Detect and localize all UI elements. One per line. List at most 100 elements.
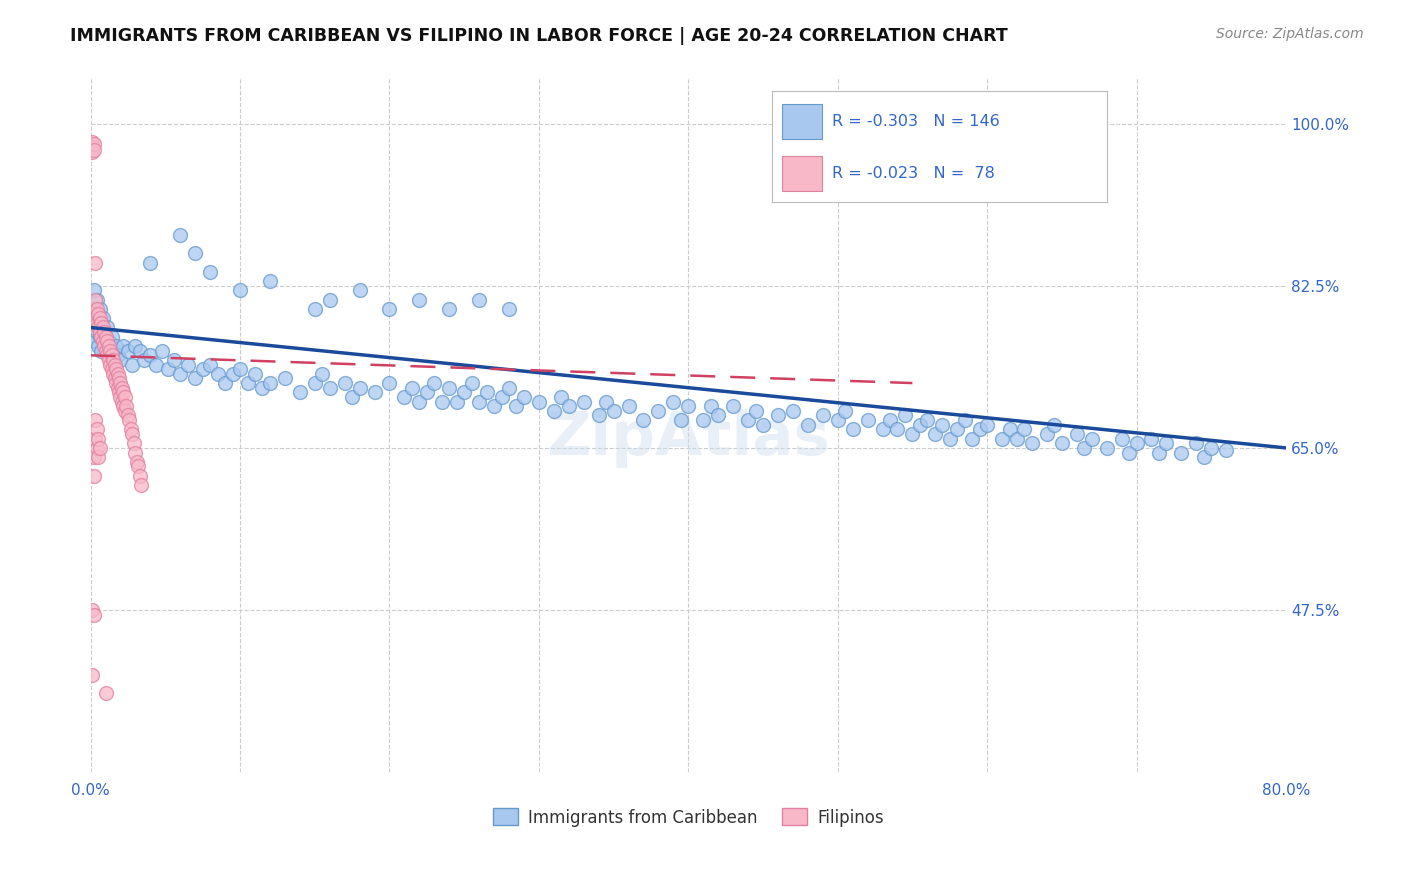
Legend: Immigrants from Caribbean, Filipinos: Immigrants from Caribbean, Filipinos: [486, 802, 890, 833]
Point: [84, 334, 107, 349]
Point: [96, 320, 118, 334]
Point: [89, 311, 111, 326]
Point: [214, 376, 236, 390]
Point: [669, 413, 692, 427]
Point: [744, 404, 766, 418]
Point: [96, 334, 118, 349]
Point: [86, 325, 108, 339]
Point: [827, 413, 849, 427]
Point: [150, 343, 173, 358]
Point: [84, 413, 107, 427]
Point: [1066, 427, 1088, 442]
Point: [93, 325, 115, 339]
Point: [177, 358, 200, 372]
Point: [121, 427, 143, 442]
Point: [93, 325, 115, 339]
Point: [491, 390, 513, 404]
Point: [318, 293, 340, 307]
Point: [114, 404, 136, 418]
Point: [83, 311, 105, 326]
Point: [886, 422, 908, 436]
Point: [83, 607, 105, 622]
Point: [105, 376, 128, 390]
Point: [527, 394, 550, 409]
Point: [110, 390, 132, 404]
Point: [1170, 445, 1192, 459]
Point: [1140, 432, 1163, 446]
Point: [103, 371, 125, 385]
Point: [87, 339, 110, 353]
Point: [1050, 436, 1073, 450]
Point: [439, 301, 461, 316]
Point: [572, 394, 595, 409]
Point: [894, 409, 917, 423]
Point: [1014, 422, 1036, 436]
Point: [90, 330, 112, 344]
Point: [191, 362, 214, 376]
Point: [931, 417, 953, 432]
Point: [98, 358, 121, 372]
Text: ZipAtlas: ZipAtlas: [547, 409, 830, 468]
Point: [97, 352, 120, 367]
Point: [169, 367, 191, 381]
Text: IMMIGRANTS FROM CARIBBEAN VS FILIPINO IN LABOR FORCE | AGE 20-24 CORRELATION CHA: IMMIGRANTS FROM CARIBBEAN VS FILIPINO IN…: [70, 27, 1008, 45]
Point: [91, 320, 114, 334]
Point: [1185, 436, 1208, 450]
Point: [91, 311, 114, 326]
Point: [595, 394, 617, 409]
Point: [112, 399, 135, 413]
Point: [468, 394, 491, 409]
Point: [288, 385, 311, 400]
Point: [304, 376, 326, 390]
Point: [662, 394, 685, 409]
Point: [139, 348, 162, 362]
Point: [87, 432, 110, 446]
Point: [841, 422, 863, 436]
Point: [115, 399, 138, 413]
Point: [446, 394, 468, 409]
Point: [236, 376, 259, 390]
Point: [83, 320, 105, 334]
Point: [122, 436, 145, 450]
Point: [1036, 427, 1059, 442]
Point: [588, 409, 610, 423]
Point: [169, 227, 191, 242]
Point: [145, 358, 167, 372]
Point: [117, 409, 139, 423]
Point: [976, 417, 998, 432]
Point: [1118, 445, 1140, 459]
Point: [83, 143, 105, 157]
Point: [97, 334, 120, 349]
Point: [1125, 436, 1147, 450]
Point: [97, 339, 120, 353]
Point: [87, 450, 110, 465]
Point: [89, 441, 111, 455]
Point: [90, 316, 112, 330]
Point: [107, 348, 129, 362]
Point: [98, 343, 121, 358]
Point: [1095, 441, 1118, 455]
Point: [110, 352, 132, 367]
Point: [1215, 442, 1237, 457]
Point: [924, 427, 946, 442]
Point: [834, 404, 856, 418]
Point: [340, 390, 363, 404]
Point: [107, 381, 129, 395]
Point: [991, 432, 1014, 446]
Point: [82, 603, 104, 617]
Point: [946, 422, 969, 436]
Point: [98, 348, 121, 362]
Point: [100, 362, 122, 376]
Point: [198, 358, 221, 372]
Point: [872, 422, 894, 436]
Point: [129, 343, 152, 358]
Point: [82, 668, 104, 682]
Point: [86, 422, 108, 436]
Point: [86, 441, 108, 455]
Point: [93, 339, 115, 353]
Point: [969, 422, 991, 436]
Point: [139, 255, 162, 269]
Point: [84, 301, 107, 316]
Point: [960, 432, 983, 446]
Point: [105, 339, 128, 353]
